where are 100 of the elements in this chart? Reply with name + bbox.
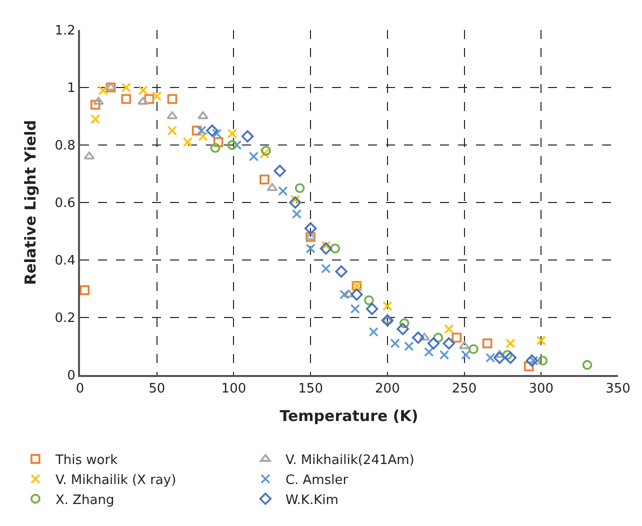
point xyxy=(260,148,270,159)
point xyxy=(121,94,132,104)
point xyxy=(442,337,456,350)
point xyxy=(182,137,192,148)
point xyxy=(382,301,392,311)
x-tick-label: 250 xyxy=(452,382,477,397)
point xyxy=(396,322,409,336)
point xyxy=(80,285,90,296)
point xyxy=(439,350,450,360)
point xyxy=(210,142,220,153)
point xyxy=(241,130,254,142)
x-tick-label: 50 xyxy=(148,382,166,397)
point xyxy=(144,94,154,104)
y-tick-label: 0 xyxy=(67,368,76,384)
x-tick-label: 150 xyxy=(298,382,323,397)
point xyxy=(418,332,430,341)
legend-label: W.K.Kim xyxy=(285,492,338,508)
point xyxy=(294,183,305,194)
legend-label: C. Amsler xyxy=(285,472,349,488)
point xyxy=(321,264,331,274)
point xyxy=(468,344,478,354)
point xyxy=(460,350,471,360)
point xyxy=(368,326,378,337)
point xyxy=(538,356,548,366)
legend-label: X. Zhang xyxy=(55,492,114,508)
point xyxy=(232,140,242,150)
point xyxy=(290,194,300,205)
point xyxy=(536,336,546,346)
point xyxy=(92,96,104,105)
point xyxy=(292,209,302,219)
point xyxy=(412,332,424,344)
point xyxy=(350,288,363,301)
point xyxy=(482,338,492,348)
point xyxy=(444,324,454,334)
point xyxy=(366,302,378,315)
point xyxy=(304,222,317,234)
point xyxy=(98,85,108,96)
point xyxy=(526,354,538,367)
y-tick-label: 1.2 xyxy=(54,24,76,39)
y-tick-label: 1 xyxy=(67,81,76,96)
legend-label: V. Mikhailik(241Am) xyxy=(285,453,414,468)
legend-label: This work xyxy=(54,453,118,468)
point xyxy=(404,341,414,352)
point xyxy=(524,361,534,372)
point xyxy=(486,352,496,363)
point xyxy=(350,304,360,314)
point xyxy=(452,332,462,343)
point xyxy=(289,196,302,209)
point xyxy=(339,290,350,300)
point xyxy=(502,350,512,360)
point xyxy=(138,96,149,105)
point xyxy=(212,128,222,138)
point xyxy=(90,114,100,124)
point xyxy=(278,186,288,196)
point xyxy=(261,146,271,156)
y-tick-label: 0.4 xyxy=(54,254,76,269)
point xyxy=(166,111,178,120)
point xyxy=(198,131,208,142)
y-tick-label: 0.6 xyxy=(54,196,76,212)
point xyxy=(321,240,331,251)
y-axis-title: Relative Light Yield xyxy=(21,120,40,286)
point xyxy=(192,126,202,136)
point xyxy=(399,318,410,328)
point xyxy=(320,242,332,255)
point xyxy=(494,352,506,364)
point xyxy=(197,111,208,120)
point xyxy=(528,356,538,366)
point xyxy=(504,352,516,364)
point xyxy=(90,100,100,110)
point xyxy=(138,85,148,96)
point xyxy=(433,332,444,343)
x-tick-label: 200 xyxy=(375,382,400,397)
x-tick-label: 100 xyxy=(221,382,246,397)
point xyxy=(458,341,470,350)
point xyxy=(364,295,374,306)
point xyxy=(227,140,238,150)
point xyxy=(582,360,592,370)
point xyxy=(424,347,434,357)
point xyxy=(274,164,286,177)
point xyxy=(390,338,400,348)
point xyxy=(260,174,270,184)
point xyxy=(382,315,393,324)
point xyxy=(121,82,132,92)
point xyxy=(494,350,506,358)
x-axis-title: Temperature (K) xyxy=(280,407,418,426)
point xyxy=(167,94,178,104)
legend-label: V. Mikhailik (X ray) xyxy=(55,472,176,488)
point xyxy=(196,126,206,136)
point xyxy=(306,244,316,254)
point xyxy=(266,183,278,192)
point xyxy=(330,244,340,254)
x-tick-label: 350 xyxy=(606,382,630,397)
point xyxy=(213,137,224,148)
point xyxy=(335,265,348,278)
point xyxy=(248,152,259,162)
y-tick-label: 0.2 xyxy=(54,311,76,326)
point xyxy=(206,124,218,137)
point xyxy=(381,314,394,326)
point xyxy=(227,128,238,138)
point xyxy=(506,338,516,348)
